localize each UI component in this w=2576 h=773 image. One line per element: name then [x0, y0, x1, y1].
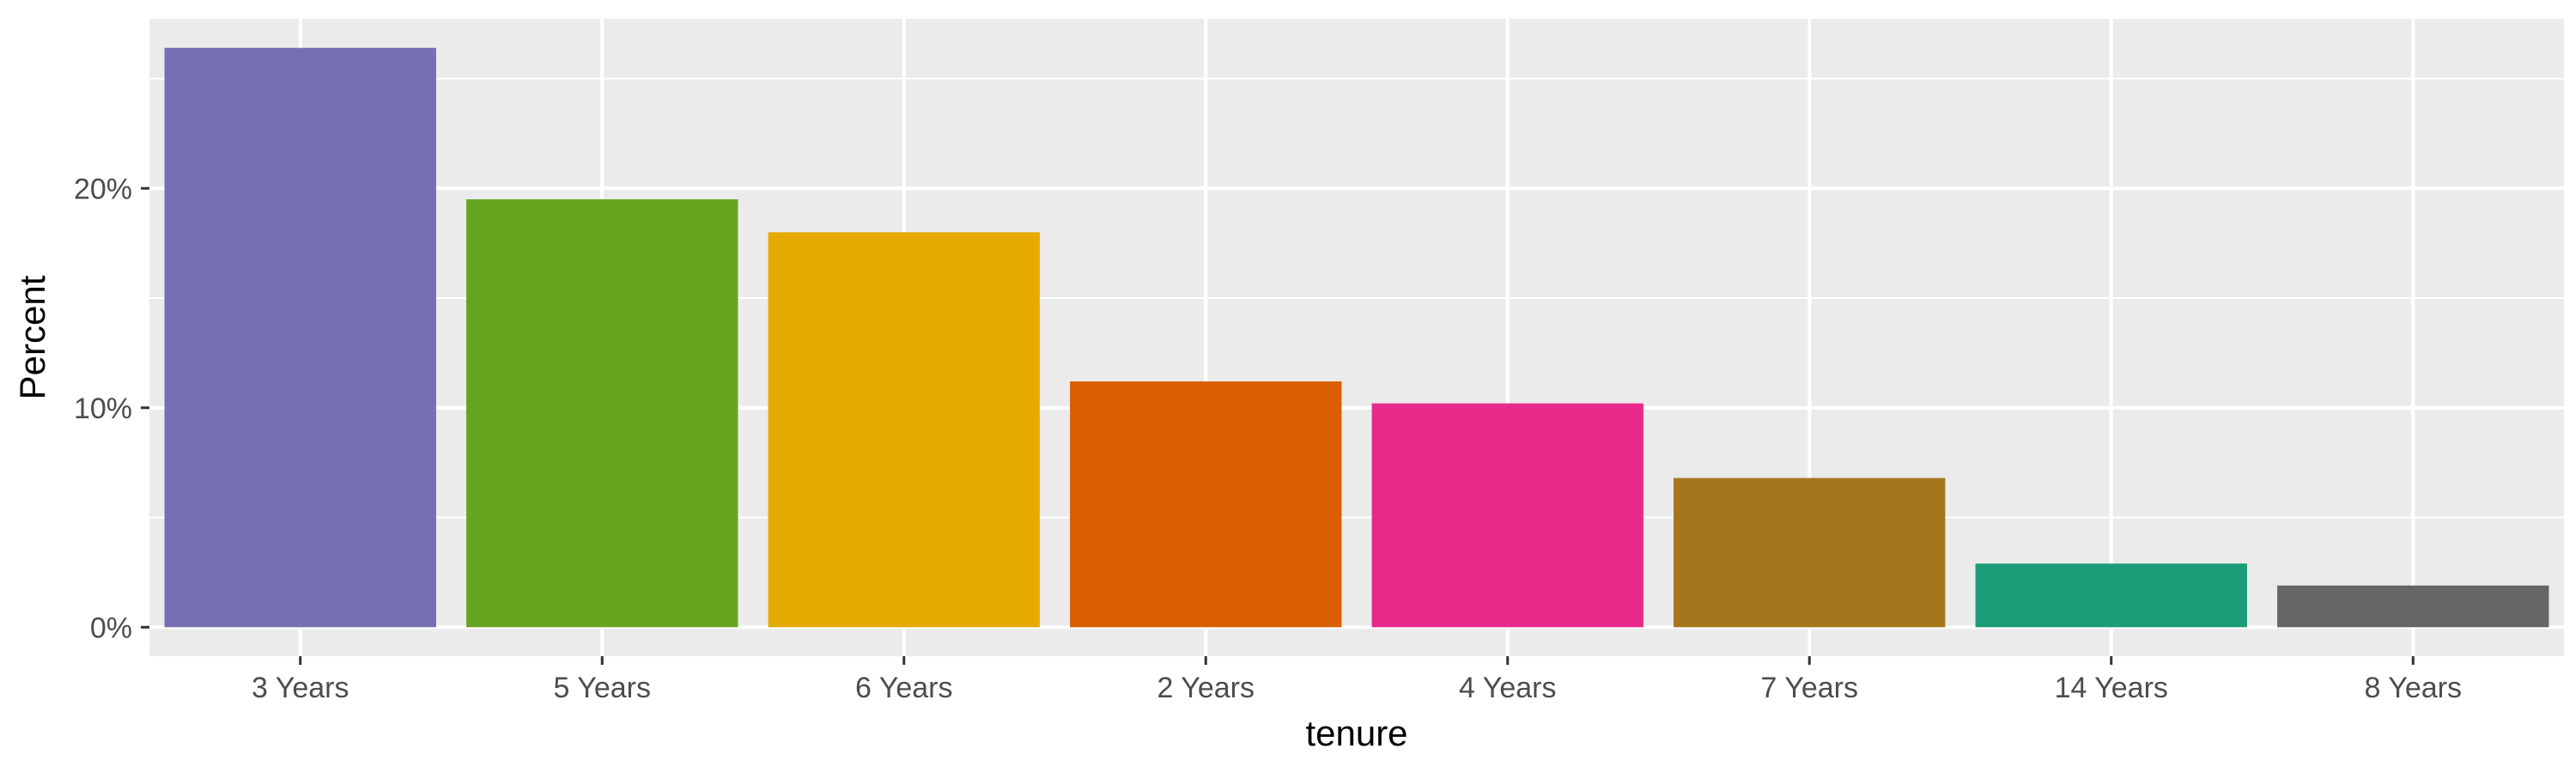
x-tick-label: 2 Years — [1157, 672, 1255, 704]
x-tick-label: 14 Years — [2055, 672, 2168, 704]
y-tick-label: 20% — [74, 173, 132, 205]
x-tick-label: 5 Years — [554, 672, 651, 704]
x-tick-label: 6 Years — [855, 672, 952, 704]
y-tick-label: 10% — [74, 393, 132, 425]
y-axis-title: Percent — [12, 275, 52, 399]
x-axis: 3 Years 5 Years 6 Years 2 Years 4 Years 7 Yea… — [252, 656, 2462, 704]
bar — [1975, 563, 2247, 628]
bar — [466, 199, 738, 628]
x-tick-label: 7 Years — [1761, 672, 1858, 704]
bar — [1371, 403, 1643, 628]
bar — [768, 232, 1040, 628]
bar — [2277, 585, 2549, 628]
bar — [1674, 478, 1946, 628]
bars — [164, 47, 2549, 628]
bar — [164, 47, 436, 628]
x-tick-label: 3 Years — [252, 672, 349, 704]
y-tick-label: 0% — [90, 612, 132, 644]
bar — [1070, 381, 1342, 628]
x-tick-label: 4 Years — [1459, 672, 1556, 704]
x-tick-label: 8 Years — [2365, 672, 2462, 704]
y-axis: 0% 10% 20% — [74, 173, 149, 644]
x-axis-title: tenure — [1305, 713, 1407, 753]
